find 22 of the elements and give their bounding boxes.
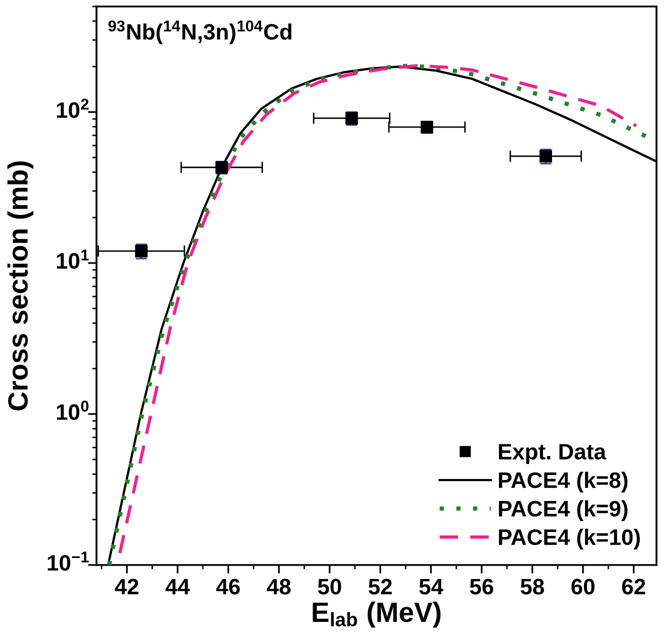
x-tick-label: 54 (419, 579, 444, 595)
y-tick-label: 10$^{0}$ (56, 400, 88, 420)
x-tick-label: 56 (470, 578, 494, 595)
x-tick-label: 50 (318, 578, 342, 595)
y-tick-label: 10$^{−1}$ (48, 552, 89, 571)
y-axis-title: Cross section (mb) (7, 161, 34, 410)
x-tick-label: 48 (266, 578, 291, 595)
y-tick-label: 10$^{2}$ (56, 98, 89, 118)
x-tick-label: 60 (571, 578, 594, 595)
x-axis-title: E$_{lab}$ (MeV) (312, 602, 441, 628)
legend-label: PACE4 (k=8) (498, 472, 628, 492)
annotation: $^{93}$Nb($^{14}$N,3n)$^{104}$Cd (108, 20, 292, 44)
y-tick-label: 10$^{1}$ (56, 250, 89, 269)
legend-label: PACE4 (k=9) (498, 500, 628, 521)
legend-label: Expt. Data (498, 444, 606, 464)
x-tick-label: 62 (622, 578, 646, 595)
x-tick-label: 58 (520, 578, 544, 595)
x-tick-label: 52 (368, 578, 392, 595)
legend-label: PACE4 (k=10) (498, 528, 640, 550)
x-tick-label: 46 (216, 578, 240, 595)
x-tick-label: 44 (166, 579, 190, 594)
x-tick-label: 42 (114, 578, 138, 594)
